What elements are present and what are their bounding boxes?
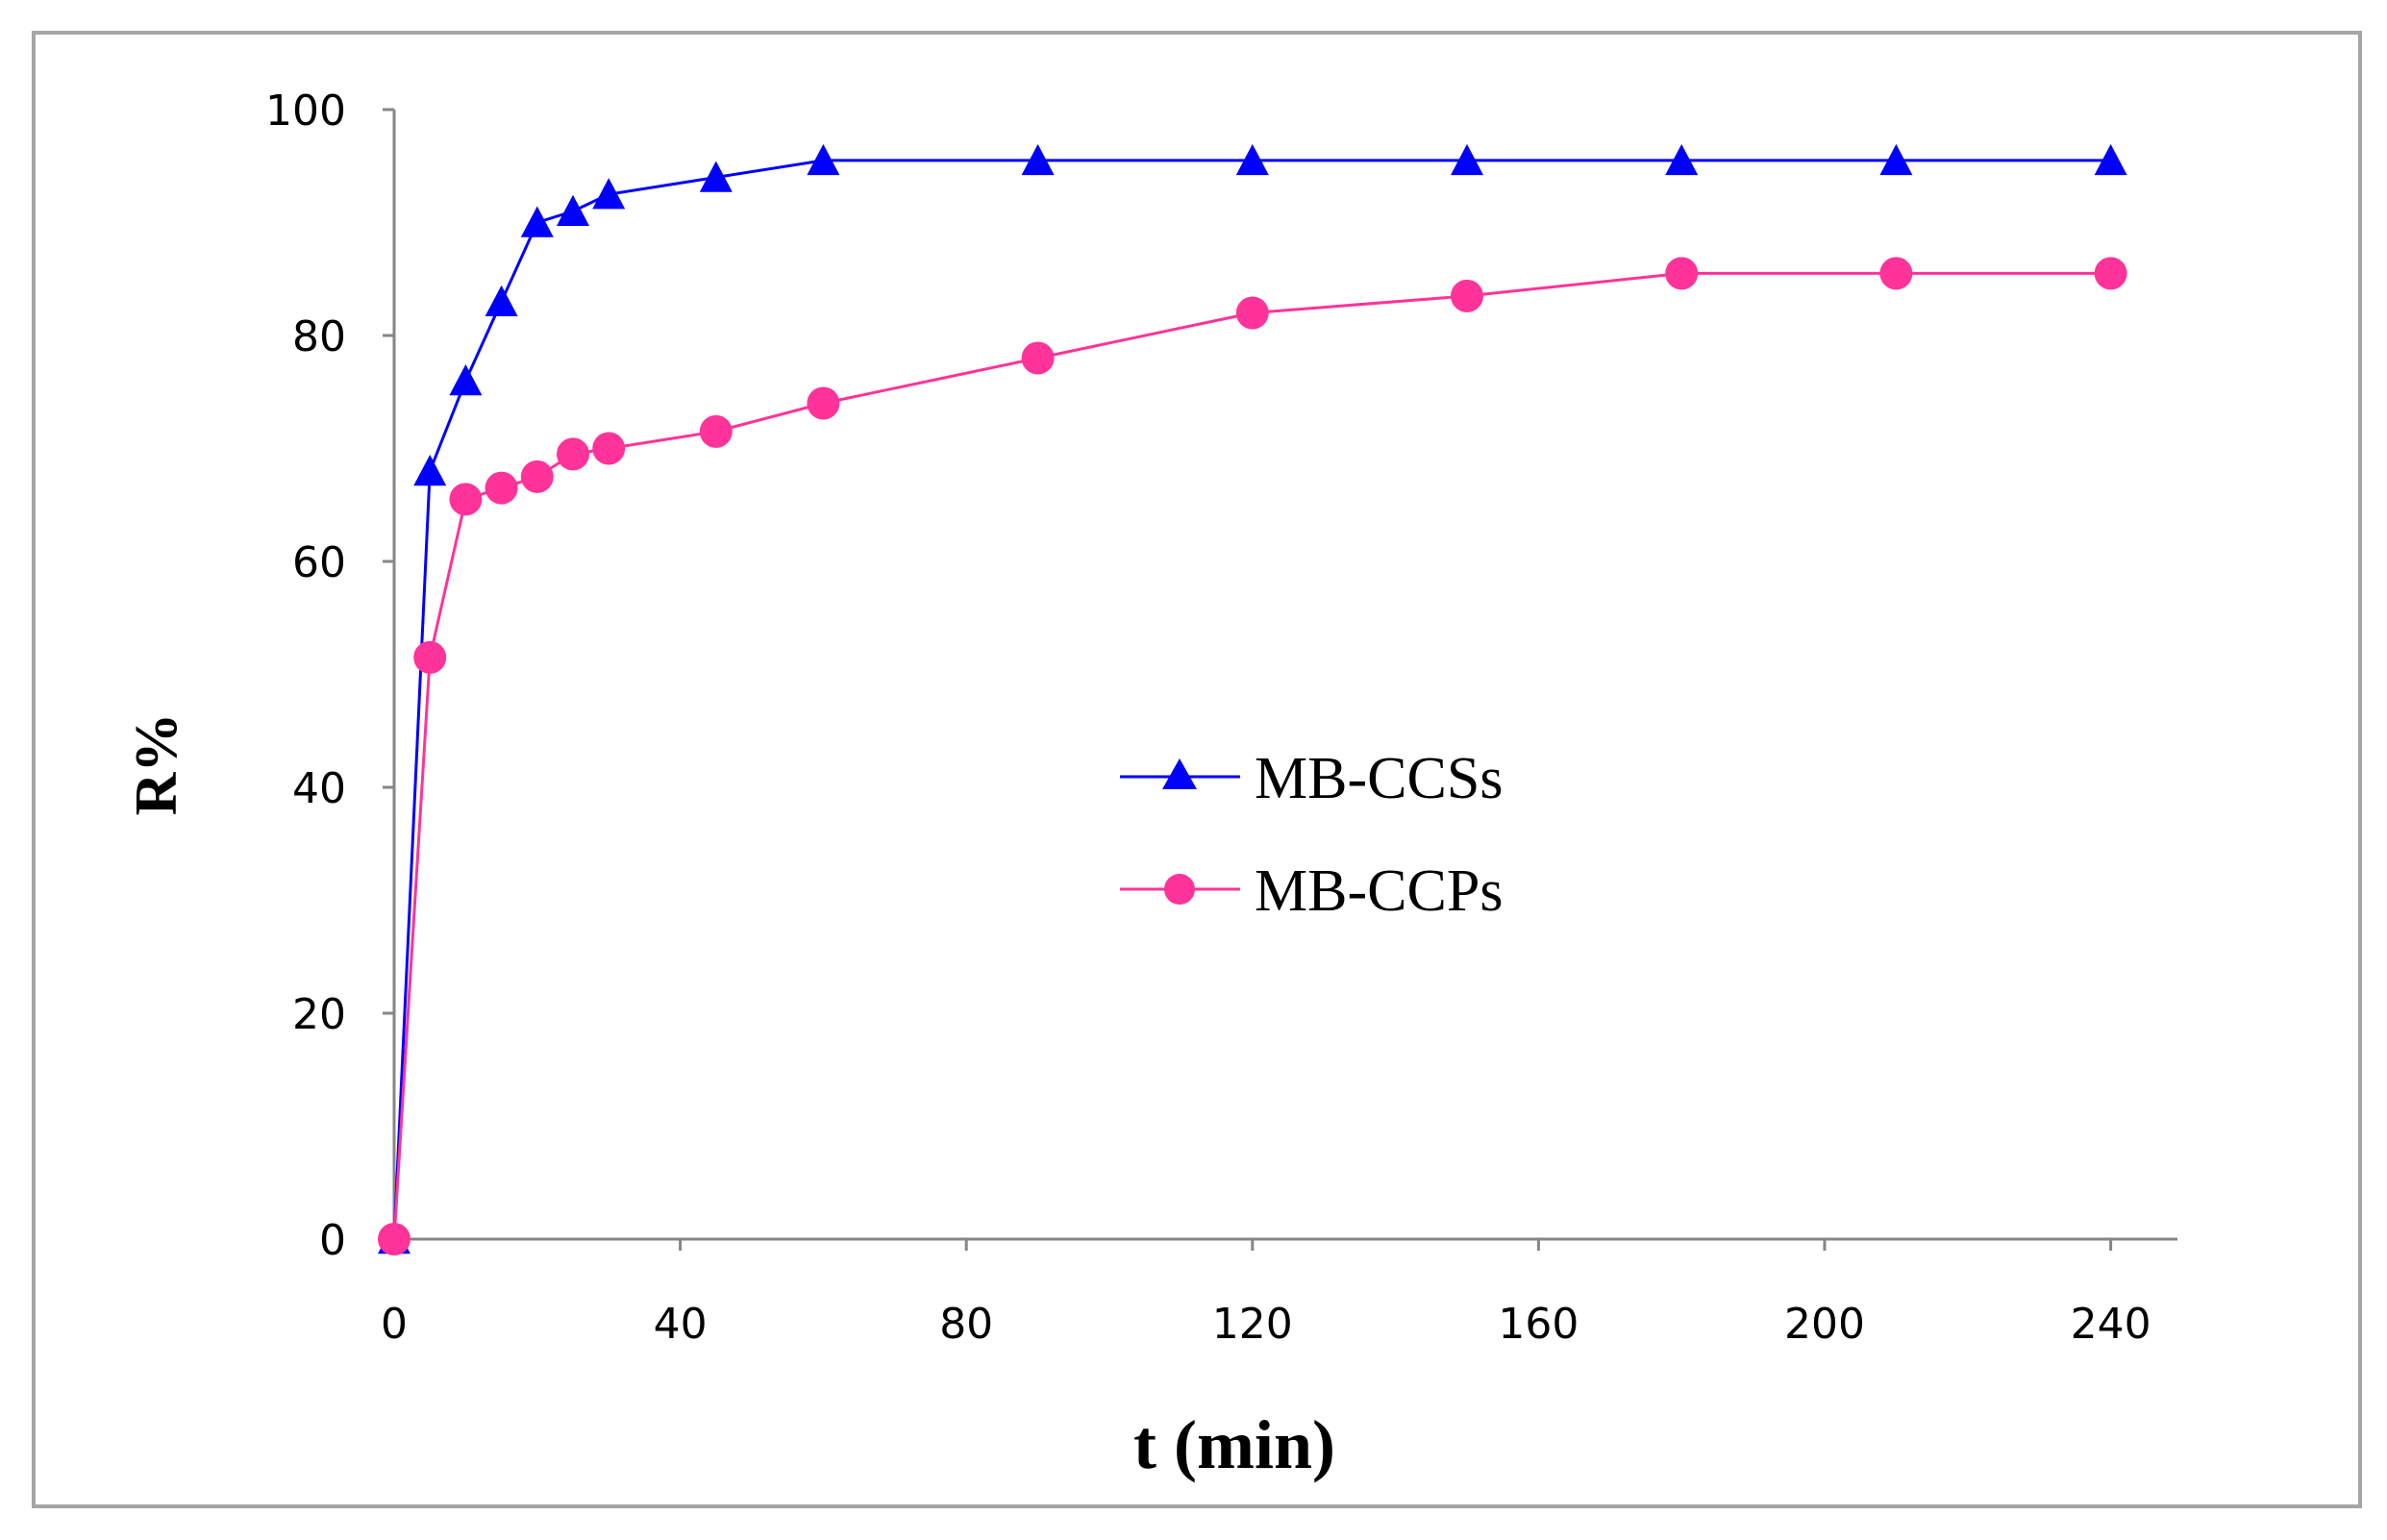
data-point [2094, 143, 2127, 176]
x-tick-label: 40 [654, 1300, 708, 1349]
data-point [807, 143, 840, 176]
data-point [520, 206, 554, 237]
x-axis-title: t (min) [1133, 1406, 1335, 1483]
axes [392, 110, 2177, 1241]
series-mb-ccss [378, 143, 2127, 1254]
data-point [1451, 143, 1483, 176]
data-point [699, 414, 733, 448]
y-tick-label: 60 [292, 538, 346, 587]
y-tick-label: 100 [265, 87, 346, 136]
data-point [2094, 257, 2127, 290]
y-tick-label: 80 [292, 312, 346, 361]
data-point [592, 178, 626, 210]
y-axis-title: R% [124, 713, 189, 816]
data-point [592, 432, 626, 465]
x-tick-label: 120 [1212, 1300, 1293, 1349]
legend-label-ccps: MB-CCPs [1255, 858, 1503, 924]
data-point [1235, 143, 1269, 176]
x-tick-label: 160 [1498, 1300, 1579, 1349]
data-point [557, 194, 589, 227]
y-tick-label: 20 [292, 990, 346, 1039]
data-point [1021, 341, 1055, 375]
x-tick-label: 0 [381, 1300, 408, 1349]
data-point [413, 640, 447, 674]
legend-entry-ccss: MB-CCSs [1120, 746, 1503, 811]
data-point [1021, 143, 1055, 176]
data-point [1879, 143, 1913, 176]
data-point [699, 161, 733, 192]
y-tick-label: 40 [292, 764, 346, 813]
series [378, 143, 2127, 1255]
data-point [807, 386, 840, 420]
ticks: 0 20 40 60 80 100 0 40 80 120 160 200 240 [265, 87, 2151, 1349]
legend-label-ccss: MB-CCSs [1255, 746, 1503, 811]
chart-frame [32, 31, 2362, 1508]
data-point [1451, 279, 1483, 312]
data-point [1665, 257, 1699, 290]
data-point [1879, 257, 1913, 290]
legend-marker-ccss [1162, 758, 1197, 789]
series-mb-ccps [378, 257, 2127, 1255]
data-point [1235, 296, 1269, 330]
x-tick-label: 80 [939, 1300, 993, 1349]
data-point [557, 437, 589, 471]
legend-marker-ccps [1164, 874, 1195, 905]
data-point [378, 1223, 410, 1255]
data-point [449, 364, 483, 396]
x-tick-label: 200 [1784, 1300, 1865, 1349]
data-point [449, 483, 483, 516]
legend: MB-CCSs MB-CCPs [1120, 746, 1503, 924]
legend-entry-ccps: MB-CCPs [1120, 858, 1503, 924]
x-tick-label: 240 [2071, 1300, 2151, 1349]
data-point [485, 471, 518, 505]
y-tick-label: 0 [319, 1216, 346, 1265]
data-point [520, 460, 554, 493]
data-point [485, 285, 518, 317]
data-point [1665, 143, 1699, 176]
data-point [413, 455, 447, 486]
